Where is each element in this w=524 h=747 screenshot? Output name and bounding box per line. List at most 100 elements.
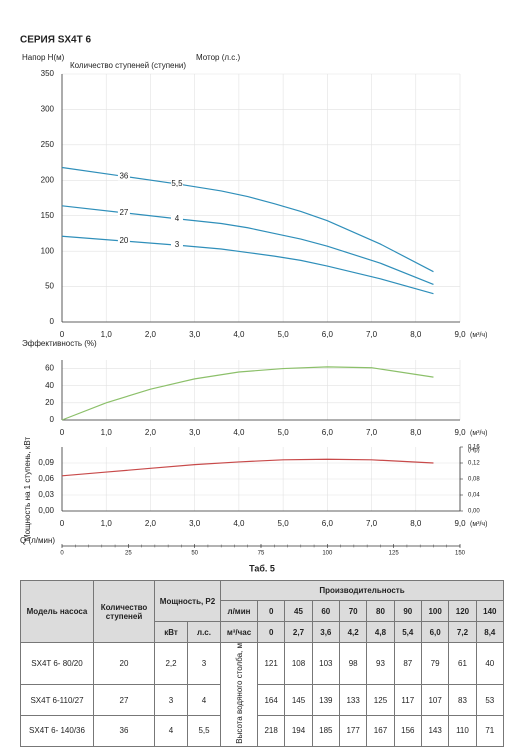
series-line <box>61 366 434 421</box>
table-cell: 110 <box>448 715 477 747</box>
x-tick-label: 125 <box>389 551 400 557</box>
x-tick-label: 2,0 <box>145 519 157 528</box>
table-cell: 90 <box>393 600 422 622</box>
table-cell: 83 <box>448 684 477 717</box>
label-bg <box>170 241 183 250</box>
x-axis-label: (м³/ч) <box>470 521 487 528</box>
table-cell: 87 <box>393 641 422 686</box>
motor-title: Мотор (л.с.) <box>196 53 241 62</box>
x-tick-label: 100 <box>322 551 333 557</box>
table-cell: 167 <box>366 715 395 747</box>
y-tick-label: 0,06 <box>38 474 54 483</box>
table-cell: 4 <box>154 715 188 747</box>
table-cell: 145 <box>284 684 313 717</box>
x-tick-label: 6,0 <box>322 428 334 437</box>
x-tick-label: 75 <box>258 551 265 557</box>
y-tick-label: 200 <box>41 175 55 184</box>
y-axis-label: Эффективность (%) <box>22 339 97 348</box>
table-cell: м³/час <box>220 621 258 643</box>
x-tick-label: 0 <box>60 519 65 528</box>
table-cell: 53 <box>475 684 505 717</box>
x-tick-label: 2,0 <box>145 428 157 437</box>
label-bg <box>117 208 130 217</box>
x-tick-label: 7,0 <box>366 330 378 339</box>
table-cell: 120 <box>448 600 477 622</box>
table-cell: 100 <box>420 600 450 622</box>
x-tick-label: 4,0 <box>233 519 245 528</box>
x-tick-label: 25 <box>125 551 132 557</box>
x-tick-label: 150 <box>455 551 466 557</box>
table-cell: 98 <box>338 641 368 686</box>
stage-label: 20 <box>119 236 128 245</box>
table-cell: 7,2 <box>448 621 477 643</box>
motor-label: 4 <box>175 214 180 223</box>
x-axis-label: (м³/ч) <box>470 430 487 437</box>
y2-axis-label: (Hp) <box>468 448 480 454</box>
y-tick-label: 50 <box>45 282 54 291</box>
data-table: Модель насоса Количество ступеней Мощность… <box>20 580 505 747</box>
y2-tick-label: 0,16 <box>468 445 480 451</box>
table-cell: SX4T 6- 140/36 <box>20 715 94 747</box>
series-line <box>61 205 434 286</box>
table-cell: 143 <box>420 715 450 747</box>
table-cell: 139 <box>311 684 340 717</box>
y-tick-label: 250 <box>41 140 55 149</box>
table-cell: 103 <box>311 641 340 686</box>
table-cell: кВт <box>154 621 188 643</box>
x-tick-label: 8,0 <box>410 428 422 437</box>
x-tick-label: 9,0 <box>454 330 466 339</box>
label-bg <box>117 237 130 246</box>
table-cell: 5,5 <box>187 715 221 747</box>
table-cell: Количество ступеней <box>93 580 155 643</box>
x-tick-label: 7,0 <box>366 428 378 437</box>
x-tick-label: 9,0 <box>454 519 466 528</box>
x-tick-label: 5,0 <box>278 428 290 437</box>
table-cell: 2,2 <box>154 641 188 686</box>
label-bg <box>170 214 183 223</box>
table-cell: 70 <box>338 600 368 622</box>
table-cell: 156 <box>393 715 422 747</box>
motor-label: 3 <box>175 240 180 249</box>
y-tick-label: 0,09 <box>38 458 54 467</box>
table-cell: 140 <box>475 600 505 622</box>
x-tick-label: 50 <box>191 551 198 557</box>
x-tick-label: 1,0 <box>101 519 113 528</box>
table-cell: 20 <box>93 641 155 686</box>
table-cell: 121 <box>256 641 286 686</box>
table-cell: 36 <box>93 715 155 747</box>
y-tick-label: 20 <box>45 398 54 407</box>
table-cell: 60 <box>311 600 340 622</box>
table-cell: 45 <box>284 600 313 622</box>
table-cell: SX4T 6-110/27 <box>20 684 94 717</box>
x-tick-label: 5,0 <box>278 519 290 528</box>
y-axis-label: Мощность на 1 ступень, кВт <box>23 437 32 542</box>
table-cell: 107 <box>420 684 450 717</box>
stage-title: Количество ступеней (ступени) <box>70 61 186 70</box>
x-tick-label: 6,0 <box>322 519 334 528</box>
y-tick-label: 100 <box>41 246 55 255</box>
table-row: кВт л.с. м³/час 0 2,7 3,6 4,2 4,8 5,4 6,0 7,2 8,4 <box>21 621 505 643</box>
x-tick-label: 3,0 <box>189 519 201 528</box>
x-axis-label: (м³/ч) <box>470 332 487 339</box>
series-line <box>61 235 434 295</box>
table-cell: 164 <box>256 684 286 717</box>
x-tick-label: 0 <box>60 330 65 339</box>
x-tick-label: 3,0 <box>189 428 201 437</box>
x-tick-label: 2,0 <box>145 330 157 339</box>
table-cell: 218 <box>256 715 286 747</box>
head-label: Высота водяного столба, м <box>234 643 244 744</box>
x-tick-label: 8,0 <box>410 330 422 339</box>
table-cell: 0 <box>256 600 286 622</box>
table-cell: 4,8 <box>366 621 395 643</box>
y-tick-label: 0,00 <box>38 506 54 515</box>
table-cell: Мощность, P2 <box>154 580 221 622</box>
table-cell: л.с. <box>187 621 221 643</box>
y-tick-label: 40 <box>45 381 54 390</box>
table-row: л/мин 0 45 60 70 80 90 100 120 140 <box>21 600 505 622</box>
x-tick-label: 6,0 <box>322 330 334 339</box>
y-tick-label: 0,03 <box>38 490 54 499</box>
label-bg <box>170 179 183 188</box>
table-row: Модель насоса Количество ступеней Мощность… <box>20 580 504 643</box>
table-cell: 40 <box>475 641 505 686</box>
x-tick-label: 0 <box>60 428 65 437</box>
